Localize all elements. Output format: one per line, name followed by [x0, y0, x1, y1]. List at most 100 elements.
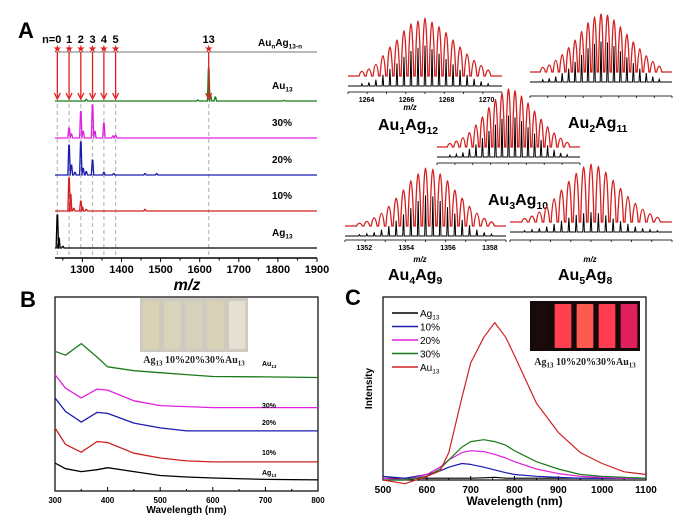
text-part: 10%	[272, 191, 292, 202]
caption-part: 20%	[185, 355, 205, 366]
text-part: Ag	[595, 115, 616, 132]
legend-label-Ag13: Ag13	[420, 309, 440, 322]
caption-part: Ag	[143, 355, 155, 366]
spectrum-20%	[55, 141, 317, 176]
x-tick-label: 700	[259, 496, 273, 505]
subscript: 13	[271, 473, 277, 478]
arrow-head	[100, 92, 108, 101]
arrow-head	[53, 92, 61, 101]
inset-x-axis-label: m/z	[583, 255, 596, 264]
text-part: 10%	[420, 323, 440, 334]
marker-label: 1	[66, 34, 72, 46]
panel-label-b: B	[20, 287, 36, 312]
isotope-simulated-trace	[345, 195, 506, 237]
marker-label: 5	[113, 34, 119, 46]
inset-x-tick-label: 1264	[359, 97, 375, 104]
uv-curve-Ag13	[54, 462, 319, 481]
subscript: n	[271, 44, 275, 51]
inset-x-tick-label: 1266	[399, 97, 415, 104]
arrow-head	[112, 92, 120, 101]
pl-curve-20%	[382, 450, 646, 481]
vial	[207, 301, 224, 349]
text-part: 30%	[272, 118, 292, 129]
isotope-experimental-trace	[437, 88, 580, 148]
caption-part: 10%	[553, 357, 576, 368]
star-icon: ★	[65, 44, 74, 55]
inset-x-tick-label: 1356	[440, 245, 456, 252]
x-tick-label: 1500	[148, 264, 172, 276]
series-label-10%: 10%	[272, 191, 292, 202]
legend-label-10%: 10%	[420, 323, 440, 334]
caption-part: 30%	[205, 355, 225, 366]
subscript: 13	[432, 369, 440, 376]
x-tick-label: 600	[206, 496, 220, 505]
text-part: Au	[420, 363, 432, 374]
marker-label: 3	[89, 34, 95, 46]
x-axis-label: Wavelength (nm)	[146, 505, 226, 516]
caption-subscript: 13	[238, 360, 246, 368]
vial	[532, 304, 550, 348]
text-part: Ag	[262, 470, 271, 477]
caption-part: 20%	[576, 357, 596, 368]
series-label-30%: 30%	[262, 403, 277, 410]
isotope-simulated-trace	[348, 45, 502, 87]
star-icon: ★	[53, 44, 62, 55]
text-part: 10%	[262, 450, 277, 457]
star-icon: ★	[111, 44, 120, 55]
x-axis-label: Wavelength (nm)	[466, 494, 562, 508]
subscript: 13	[285, 87, 293, 94]
caption-subscript: 13	[629, 362, 637, 370]
inset-x-tick-label: 1352	[357, 245, 373, 252]
caption-part: 10%	[162, 355, 185, 366]
legend-label-Au13: Au13	[420, 363, 440, 376]
text-part: Au	[378, 117, 399, 134]
text-part: Au	[558, 267, 579, 284]
caption-part: Au	[225, 355, 238, 366]
isotope-experimental-trace	[510, 163, 672, 223]
text-part: 20%	[262, 420, 277, 427]
star-icon: ★	[204, 44, 213, 55]
x-tick-label: 600	[418, 485, 435, 496]
text-part: Au	[262, 361, 271, 368]
panel-c-photoluminescence: 500 600 700 800 900 1000 1100 Wavelength (nm) In…	[364, 296, 657, 508]
series-label-30%: 30%	[272, 118, 292, 129]
spectrum-30%	[55, 104, 317, 139]
subscript: 9	[436, 276, 442, 287]
marker-label: 13	[203, 34, 215, 46]
x-tick-label: 1900	[305, 264, 329, 276]
caption-subscript: 13	[546, 362, 554, 370]
panel-label-a: A	[18, 18, 34, 43]
x-tick-label: 1600	[187, 264, 211, 276]
isotope-simulated-trace	[510, 212, 672, 233]
star-icon: ★	[88, 44, 97, 55]
x-tick-label: 1300	[70, 264, 94, 276]
isotope-simulated-trace	[437, 115, 580, 158]
series-label-Ag13: Ag13	[262, 470, 277, 478]
arrow-head	[88, 92, 97, 101]
panel-a-mass-spectra: AunAg13-nAu1330%20%10%Ag13n=0★1★2★3★4★5★…	[42, 34, 329, 294]
x-tick-label: 500	[375, 485, 392, 496]
x-tick-label: 800	[506, 485, 523, 496]
vial	[185, 301, 203, 349]
marker-label: 2	[78, 34, 84, 46]
panel-label-c: C	[345, 285, 361, 310]
series-label-Au13: Au13	[272, 81, 293, 94]
inset-cluster-label: Au5Ag8	[558, 267, 612, 287]
subscript: 8	[606, 276, 612, 287]
text-part: Ag	[420, 309, 432, 320]
vial	[164, 301, 181, 349]
x-tick-label: 700	[462, 485, 479, 496]
text-part: 30%	[420, 350, 440, 361]
caption-subscript: 13	[155, 360, 163, 368]
inset-cluster-label: Au2Ag11	[568, 115, 628, 135]
header-label: AunAg13-n	[258, 38, 302, 51]
x-tick-label: 800	[311, 496, 325, 505]
legend-label-20%: 20%	[420, 336, 440, 347]
inset-cluster-label: Au1Ag12	[378, 117, 438, 137]
isotope-experimental-trace	[348, 17, 502, 77]
text-part: Au	[568, 115, 589, 132]
vial	[620, 304, 638, 348]
inset-photo-caption: Ag13 10%20%30%Au13	[534, 357, 636, 370]
